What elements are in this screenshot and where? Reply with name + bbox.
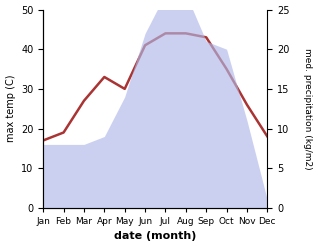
Y-axis label: med. precipitation (kg/m2): med. precipitation (kg/m2)	[303, 48, 313, 169]
X-axis label: date (month): date (month)	[114, 231, 197, 242]
Y-axis label: max temp (C): max temp (C)	[5, 75, 16, 143]
